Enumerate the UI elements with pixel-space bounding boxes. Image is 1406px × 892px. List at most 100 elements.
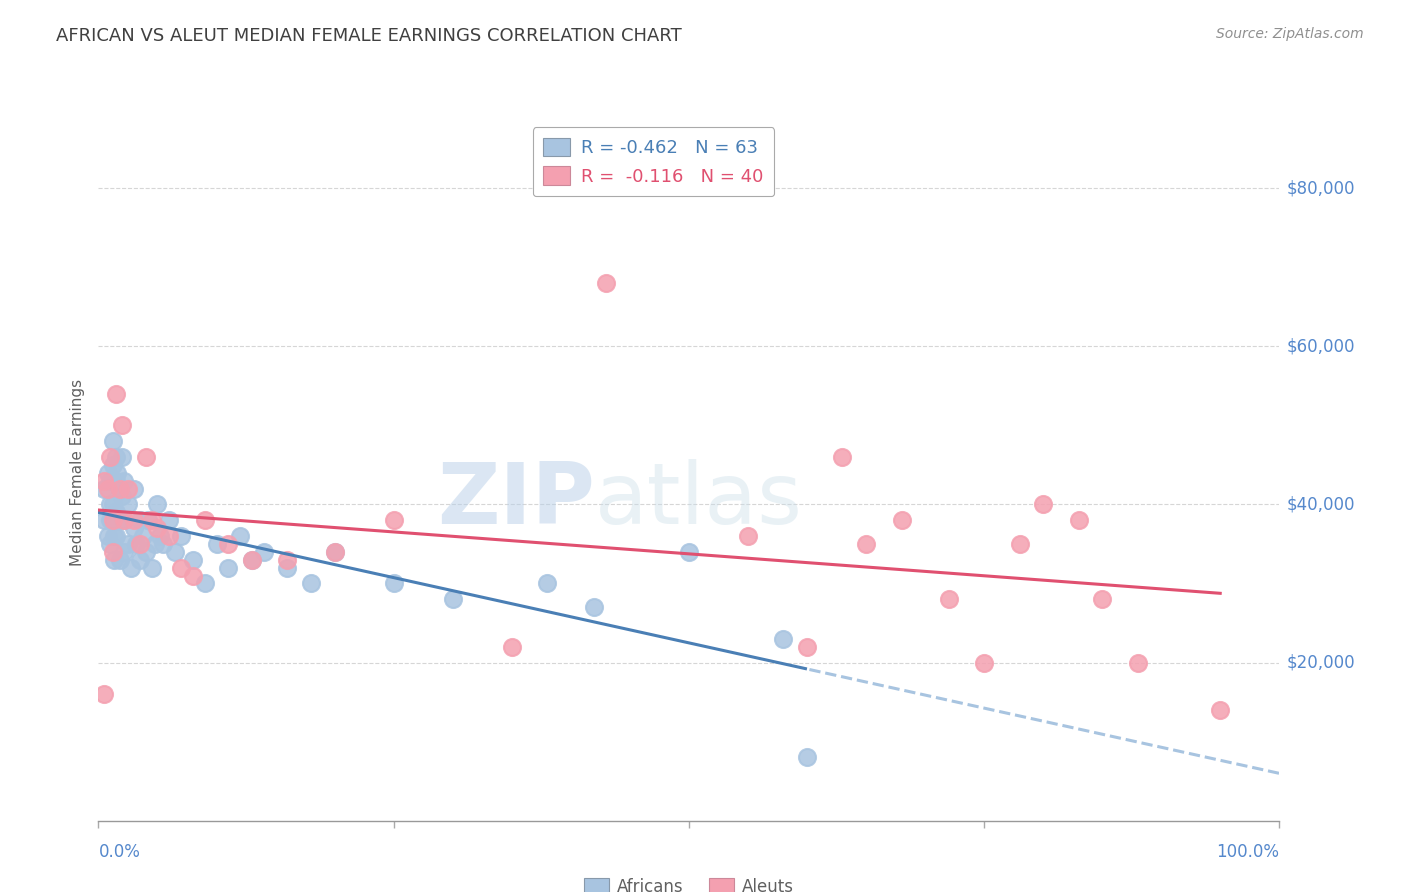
Point <box>128 537 150 551</box>
Point <box>157 513 180 527</box>
Point <box>276 560 298 574</box>
Point <box>112 474 135 488</box>
Point <box>117 497 139 511</box>
Point <box>105 513 128 527</box>
Point <box>299 576 322 591</box>
Point <box>97 529 120 543</box>
Point <box>1067 513 1090 527</box>
Point <box>98 497 121 511</box>
Point <box>122 482 145 496</box>
Point <box>112 513 135 527</box>
Point <box>98 450 121 464</box>
Point <box>831 450 853 464</box>
Point <box>93 474 115 488</box>
Point <box>595 276 617 290</box>
Point <box>146 497 169 511</box>
Point <box>1209 703 1232 717</box>
Point <box>170 529 193 543</box>
Point <box>938 592 960 607</box>
Point <box>108 552 131 567</box>
Point <box>583 600 606 615</box>
Point <box>117 537 139 551</box>
Point <box>323 545 346 559</box>
Point <box>737 529 759 543</box>
Point <box>796 640 818 654</box>
Point <box>122 521 145 535</box>
Point <box>111 450 134 464</box>
Point <box>122 513 145 527</box>
Point <box>181 552 204 567</box>
Point <box>111 418 134 433</box>
Point <box>98 513 121 527</box>
Point <box>229 529 252 543</box>
Point <box>97 482 120 496</box>
Point <box>141 513 163 527</box>
Point <box>323 545 346 559</box>
Point <box>121 560 143 574</box>
Point <box>101 458 124 472</box>
Point <box>1091 592 1114 607</box>
Point <box>194 576 217 591</box>
Point <box>117 482 139 496</box>
Point <box>382 576 405 591</box>
Text: AFRICAN VS ALEUT MEDIAN FEMALE EARNINGS CORRELATION CHART: AFRICAN VS ALEUT MEDIAN FEMALE EARNINGS … <box>56 27 682 45</box>
Point <box>240 552 263 567</box>
Point <box>105 386 128 401</box>
Legend: Africans, Aleuts: Africans, Aleuts <box>576 871 801 892</box>
Point <box>98 537 121 551</box>
Point <box>111 490 134 504</box>
Point <box>136 513 159 527</box>
Point <box>93 482 115 496</box>
Text: $80,000: $80,000 <box>1286 179 1355 197</box>
Text: $60,000: $60,000 <box>1286 337 1355 355</box>
Text: ZIP: ZIP <box>437 459 595 542</box>
Point <box>772 632 794 646</box>
Point <box>165 545 187 559</box>
Point <box>101 545 124 559</box>
Point <box>112 513 135 527</box>
Point <box>855 537 877 551</box>
Point <box>146 521 169 535</box>
Point <box>536 576 558 591</box>
Point <box>105 474 128 488</box>
Text: 0.0%: 0.0% <box>98 843 141 861</box>
Text: atlas: atlas <box>595 459 803 542</box>
Y-axis label: Median Female Earnings: Median Female Earnings <box>70 379 86 566</box>
Text: $20,000: $20,000 <box>1286 654 1355 672</box>
Text: 100.0%: 100.0% <box>1216 843 1279 861</box>
Point <box>105 505 128 519</box>
Point <box>240 552 263 567</box>
Point <box>97 466 120 480</box>
Point <box>98 474 121 488</box>
Point <box>141 560 163 574</box>
Point <box>152 537 174 551</box>
Point <box>143 537 166 551</box>
Point <box>108 482 131 496</box>
Point <box>128 552 150 567</box>
Point <box>678 545 700 559</box>
Point <box>217 537 239 551</box>
Point <box>135 545 157 559</box>
Point <box>108 482 131 496</box>
Point <box>149 529 172 543</box>
Point <box>181 568 204 582</box>
Point <box>105 450 128 464</box>
Point <box>1032 497 1054 511</box>
Point <box>194 513 217 527</box>
Point <box>276 552 298 567</box>
Point <box>973 656 995 670</box>
Point <box>105 466 128 480</box>
Point <box>103 529 125 543</box>
Point <box>93 687 115 701</box>
Point <box>1126 656 1149 670</box>
Point <box>132 529 155 543</box>
Point <box>890 513 912 527</box>
Point <box>101 434 124 449</box>
Text: $40,000: $40,000 <box>1286 495 1355 514</box>
Point <box>157 529 180 543</box>
Text: Source: ZipAtlas.com: Source: ZipAtlas.com <box>1216 27 1364 41</box>
Point <box>105 529 128 543</box>
Point <box>103 552 125 567</box>
Point <box>108 513 131 527</box>
Point <box>170 560 193 574</box>
